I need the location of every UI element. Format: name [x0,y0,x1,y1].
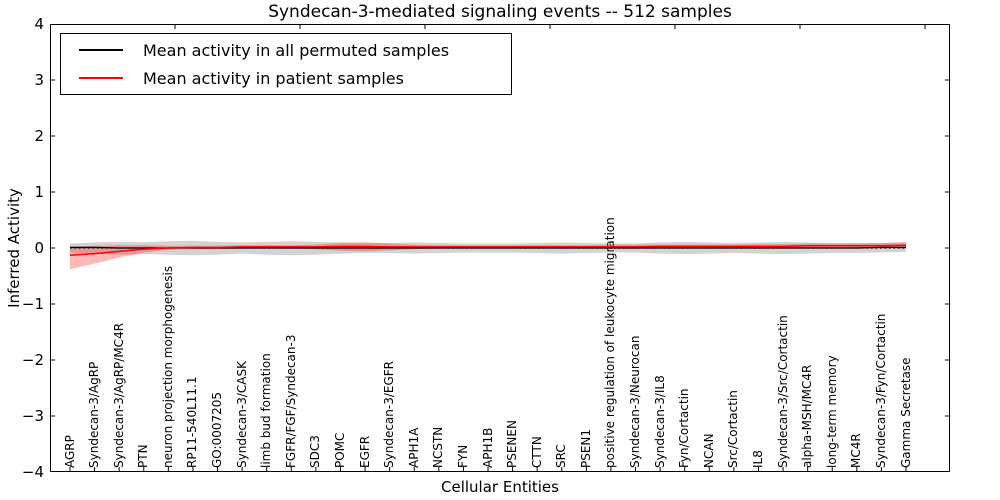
patient-mean-line [69,244,907,257]
legend-entry: Mean activity in patient samples [61,69,511,88]
y-tick-label: 1 [34,183,44,201]
y-tick-label: 4 [34,15,44,33]
permuted-legend-line-icon [79,49,123,51]
legend-label: Mean activity in patient samples [143,68,404,88]
chart-title: Syndecan-3-mediated signaling events -- … [268,2,732,22]
y-tick-label: 3 [34,71,44,89]
legend-label: Mean activity in all permuted samples [143,40,450,60]
x-axis-label: Cellular Entities [441,478,559,496]
patient-legend-line-icon [79,77,123,79]
legend-box: Mean activity in all permuted samples Mea… [60,33,512,95]
y-tick-label: 2 [34,127,44,145]
plot-border [50,24,950,472]
y-tick-label: −2 [21,351,44,369]
legend-entry: Mean activity in all permuted samples [61,41,511,60]
y-tick-label: −4 [21,463,44,481]
plot-area [50,24,950,472]
y-tick-label: 0 [34,239,44,257]
y-tick-label: −3 [21,407,44,425]
y-tick-label: −1 [21,295,44,313]
